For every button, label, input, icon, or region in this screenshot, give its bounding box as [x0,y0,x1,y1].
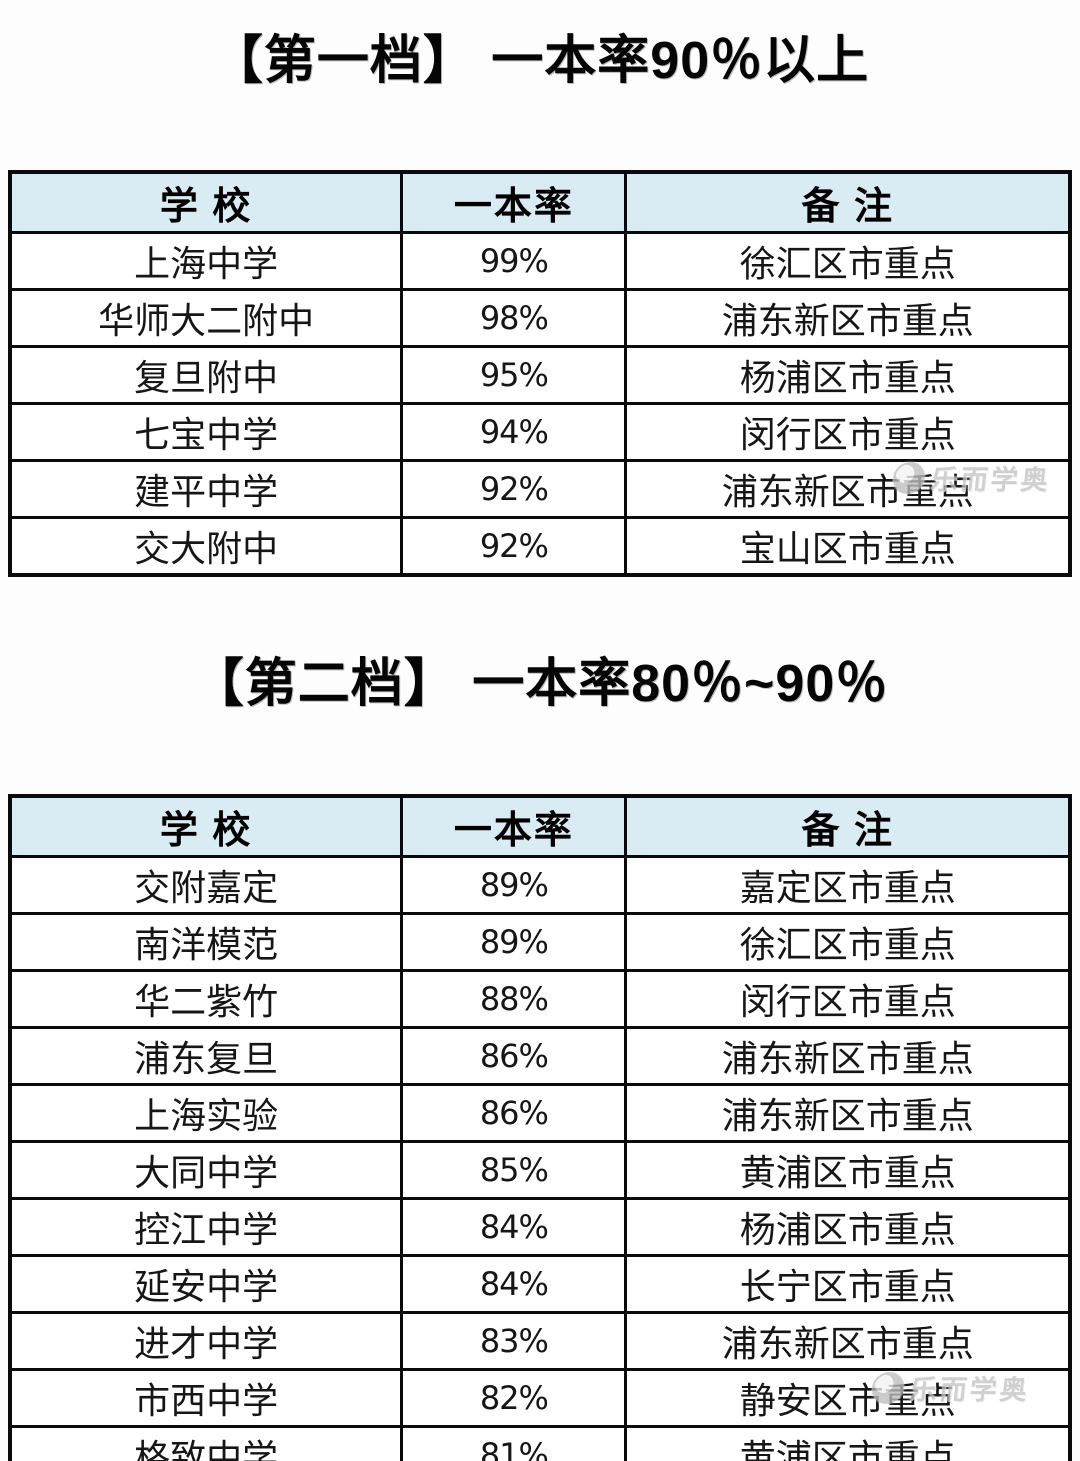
tier2-title: 【第二档】 一本率80％~90％ [191,655,889,714]
remark: 长宁区市重点 [624,1253,1072,1314]
remark: 徐汇区市重点 [624,231,1072,292]
remark: 徐汇区市重点 [624,911,1072,972]
school-name: 华师大二附中 [8,288,404,349]
column-header: 一本率 [400,170,628,235]
table-row: 大同中学 85% 黄浦区市重点 [8,1139,1072,1200]
school-name: 控江中学 [8,1196,404,1257]
school-name: 交附嘉定 [8,854,404,915]
rate-value: 84% [400,1196,628,1257]
school-name: 复旦附中 [8,345,404,406]
table-row: 进才中学 83% 浦东新区市重点 [8,1310,1072,1371]
column-header: 一本率 [400,794,628,858]
rate-value: 92% [400,516,628,577]
school-name: 华二紫竹 [8,968,404,1029]
remark: 浦东新区市重点 [624,1082,1072,1143]
remark: 杨浦区市重点 [624,1196,1072,1257]
table-row: 交大附中 92% 宝山区市重点 [8,516,1072,577]
table-row: 控江中学 84% 杨浦区市重点 [8,1196,1072,1257]
table-row: 格致中学 81% 黄浦区市重点 [8,1424,1072,1461]
remark: 黄浦区市重点 [624,1424,1072,1461]
school-name: 格致中学 [8,1424,404,1461]
column-header: 备 注 [624,794,1072,858]
school-name: 大同中学 [8,1139,404,1200]
school-name: 交大附中 [8,516,404,577]
rate-value: 95% [400,345,628,406]
table-row: 复旦附中 95% 杨浦区市重点 [8,345,1072,406]
tier1-table: 学 校一本率备 注 上海中学 99% 徐汇区市重点 华师大二附中 98% 浦东新区市重点复… [8,170,1072,578]
school-name: 七宝中学 [8,402,404,463]
school-name: 延安中学 [8,1253,404,1314]
table-row: 华二紫竹 88% 闵行区市重点 [8,968,1072,1029]
rate-value: 83% [400,1310,628,1371]
school-name: 南洋模范 [8,911,404,972]
tier2-header-row: 学 校一本率备 注 [8,794,1072,858]
table-row: 七宝中学 94% 闵行区市重点 [8,402,1072,463]
table-row: 上海中学 99% 徐汇区市重点 [8,231,1072,292]
remark: 浦东新区市重点 [624,1310,1072,1371]
remark: 宝山区市重点 [624,516,1072,577]
school-name: 进才中学 [8,1310,404,1371]
rate-value: 85% [400,1139,628,1200]
school-name: 市西中学 [8,1367,404,1428]
remark: 闵行区市重点 [624,968,1072,1029]
table-row: 南洋模范 89% 徐汇区市重点 [8,911,1072,972]
rate-value: 82% [400,1367,628,1428]
rate-value: 81% [400,1424,628,1461]
rate-value: 86% [400,1025,628,1086]
rate-value: 89% [400,911,628,972]
remark: 闵行区市重点 [624,402,1072,463]
remark: 静安区市重点 [624,1367,1072,1428]
rate-value: 94% [400,402,628,463]
tier1-title: 【第一档】 一本率90％以上 [210,32,870,90]
tier1-header-row: 学 校一本率备 注 [8,170,1072,235]
remark: 浦东新区市重点 [624,459,1072,520]
rate-value: 92% [400,459,628,520]
school-name: 浦东复旦 [8,1025,404,1086]
table-row: 市西中学 82% 静安区市重点 [8,1367,1072,1428]
remark: 杨浦区市重点 [624,345,1072,406]
remark: 浦东新区市重点 [624,1025,1072,1086]
table-row: 浦东复旦 86% 浦东新区市重点 [8,1025,1072,1086]
rate-value: 89% [400,854,628,915]
rate-value: 99% [400,231,628,292]
table-row: 建平中学 92% 浦东新区市重点 [8,459,1072,520]
remark: 浦东新区市重点 [624,288,1072,349]
table-row: 上海实验 86% 浦东新区市重点 [8,1082,1072,1143]
school-name: 上海中学 [8,231,404,292]
rate-value: 84% [400,1253,628,1314]
table-row: 延安中学 84% 长宁区市重点 [8,1253,1072,1314]
column-header: 学 校 [8,794,404,858]
table-row: 交附嘉定 89% 嘉定区市重点 [8,854,1072,915]
school-name: 上海实验 [8,1082,404,1143]
rate-value: 88% [400,968,628,1029]
table-row: 华师大二附中 98% 浦东新区市重点 [8,288,1072,349]
school-name: 建平中学 [8,459,404,520]
remark: 黄浦区市重点 [624,1139,1072,1200]
remark: 嘉定区市重点 [624,854,1072,915]
tier2-table: 学 校一本率备 注 交附嘉定 89% 嘉定区市重点 南洋模范 89% 徐汇区市重点 华二紫竹… [8,793,1072,1461]
column-header: 备 注 [624,170,1072,235]
rate-value: 86% [400,1082,628,1143]
rate-value: 98% [400,288,628,349]
column-header: 学 校 [8,170,404,235]
